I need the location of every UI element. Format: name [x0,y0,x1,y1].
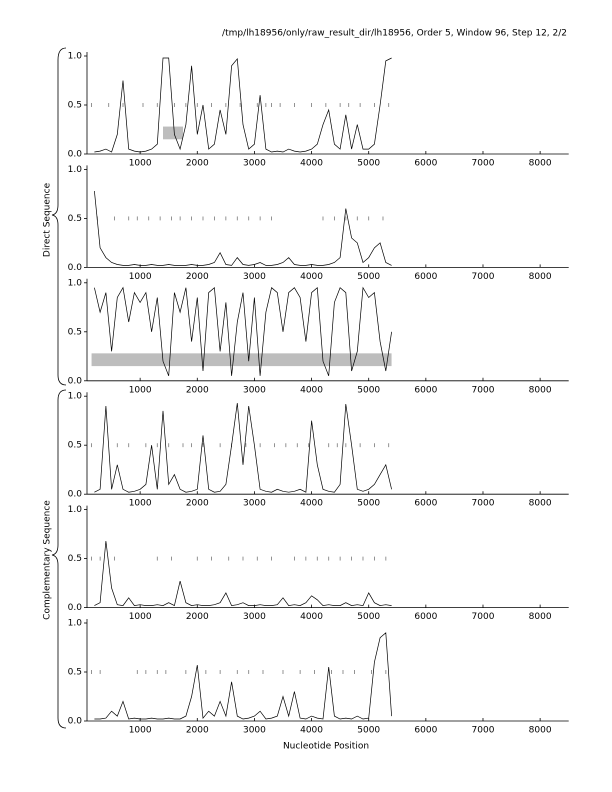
x-tick-label: 3000 [243,726,266,736]
x-axis-label: Nucleotide Position [283,742,369,752]
y-tick-label: 0.5 [68,327,82,337]
x-tick-label: 6000 [414,612,437,622]
x-tick-label: 8000 [529,612,552,622]
y-tick-label: 0.5 [68,554,82,564]
x-tick-label: 1000 [129,726,152,736]
group-label: Direct Sequence [43,182,53,257]
x-tick-label: 5000 [357,272,380,282]
x-tick-label: 7000 [472,385,495,395]
x-tick-label: 5000 [357,726,380,736]
x-tick-label: 2000 [186,499,209,509]
x-tick-label: 3000 [243,385,266,395]
y-tick-label: 1.0 [68,392,83,402]
x-tick-label: 7000 [472,159,495,169]
x-tick-label: 2000 [186,159,209,169]
y-tick-label: 0.0 [68,150,83,160]
x-tick-label: 4000 [300,272,323,282]
y-tick-label: 0.0 [68,263,83,273]
y-tick-label: 0.0 [68,376,83,386]
y-tick-label: 1.0 [68,165,83,175]
x-tick-label: 6000 [414,272,437,282]
x-tick-label: 3000 [243,272,266,282]
x-tick-label: 8000 [529,272,552,282]
x-tick-label: 3000 [243,612,266,622]
signal-line [94,540,392,607]
y-tick-label: 0.5 [68,668,82,678]
x-tick-label: 8000 [529,726,552,736]
x-tick-label: 5000 [357,612,380,622]
signal-line [94,57,392,153]
x-tick-label: 2000 [186,272,209,282]
y-tick-label: 0.0 [68,717,83,727]
x-tick-label: 2000 [186,385,209,395]
x-tick-label: 1000 [129,272,152,282]
signal-line [94,286,392,377]
x-tick-label: 2000 [186,612,209,622]
x-tick-label: 3000 [243,159,266,169]
x-tick-label: 4000 [300,726,323,736]
x-tick-label: 2000 [186,726,209,736]
x-tick-label: 6000 [414,726,437,736]
x-tick-label: 7000 [472,726,495,736]
brace [51,389,67,729]
x-tick-label: 1000 [129,385,152,395]
group-label: Complementary Sequence [43,500,53,620]
x-tick-label: 1000 [129,159,152,169]
y-tick-label: 0.5 [68,101,82,111]
title: /tmp/lh18956/only/raw_result_dir/lh18956… [222,29,567,39]
highlight-band [91,353,392,367]
x-tick-label: 6000 [414,159,437,169]
x-tick-label: 4000 [300,159,323,169]
x-tick-label: 7000 [472,272,495,282]
x-tick-label: 8000 [529,159,552,169]
signal-line [94,632,392,720]
y-tick-label: 0.0 [68,490,83,500]
x-tick-label: 4000 [300,612,323,622]
x-tick-label: 5000 [357,385,380,395]
highlight-band [162,126,183,140]
y-tick-label: 0.5 [68,214,82,224]
x-tick-label: 8000 [529,499,552,509]
signal-line [94,190,392,266]
x-tick-label: 4000 [300,385,323,395]
x-tick-label: 4000 [300,499,323,509]
y-tick-label: 1.0 [68,505,83,515]
y-tick-label: 1.0 [68,52,83,62]
x-tick-label: 7000 [472,499,495,509]
x-tick-label: 5000 [357,499,380,509]
x-tick-label: 1000 [129,499,152,509]
y-tick-label: 1.0 [68,619,83,629]
x-tick-label: 3000 [243,499,266,509]
x-tick-label: 8000 [529,385,552,395]
signal-line [94,403,392,493]
x-tick-label: 1000 [129,612,152,622]
x-tick-label: 7000 [472,612,495,622]
brace [51,47,67,386]
x-tick-label: 5000 [357,159,380,169]
x-tick-label: 6000 [414,499,437,509]
y-tick-label: 0.5 [68,441,82,451]
y-tick-label: 0.0 [68,603,83,613]
y-tick-label: 1.0 [68,278,83,288]
x-tick-label: 6000 [414,385,437,395]
